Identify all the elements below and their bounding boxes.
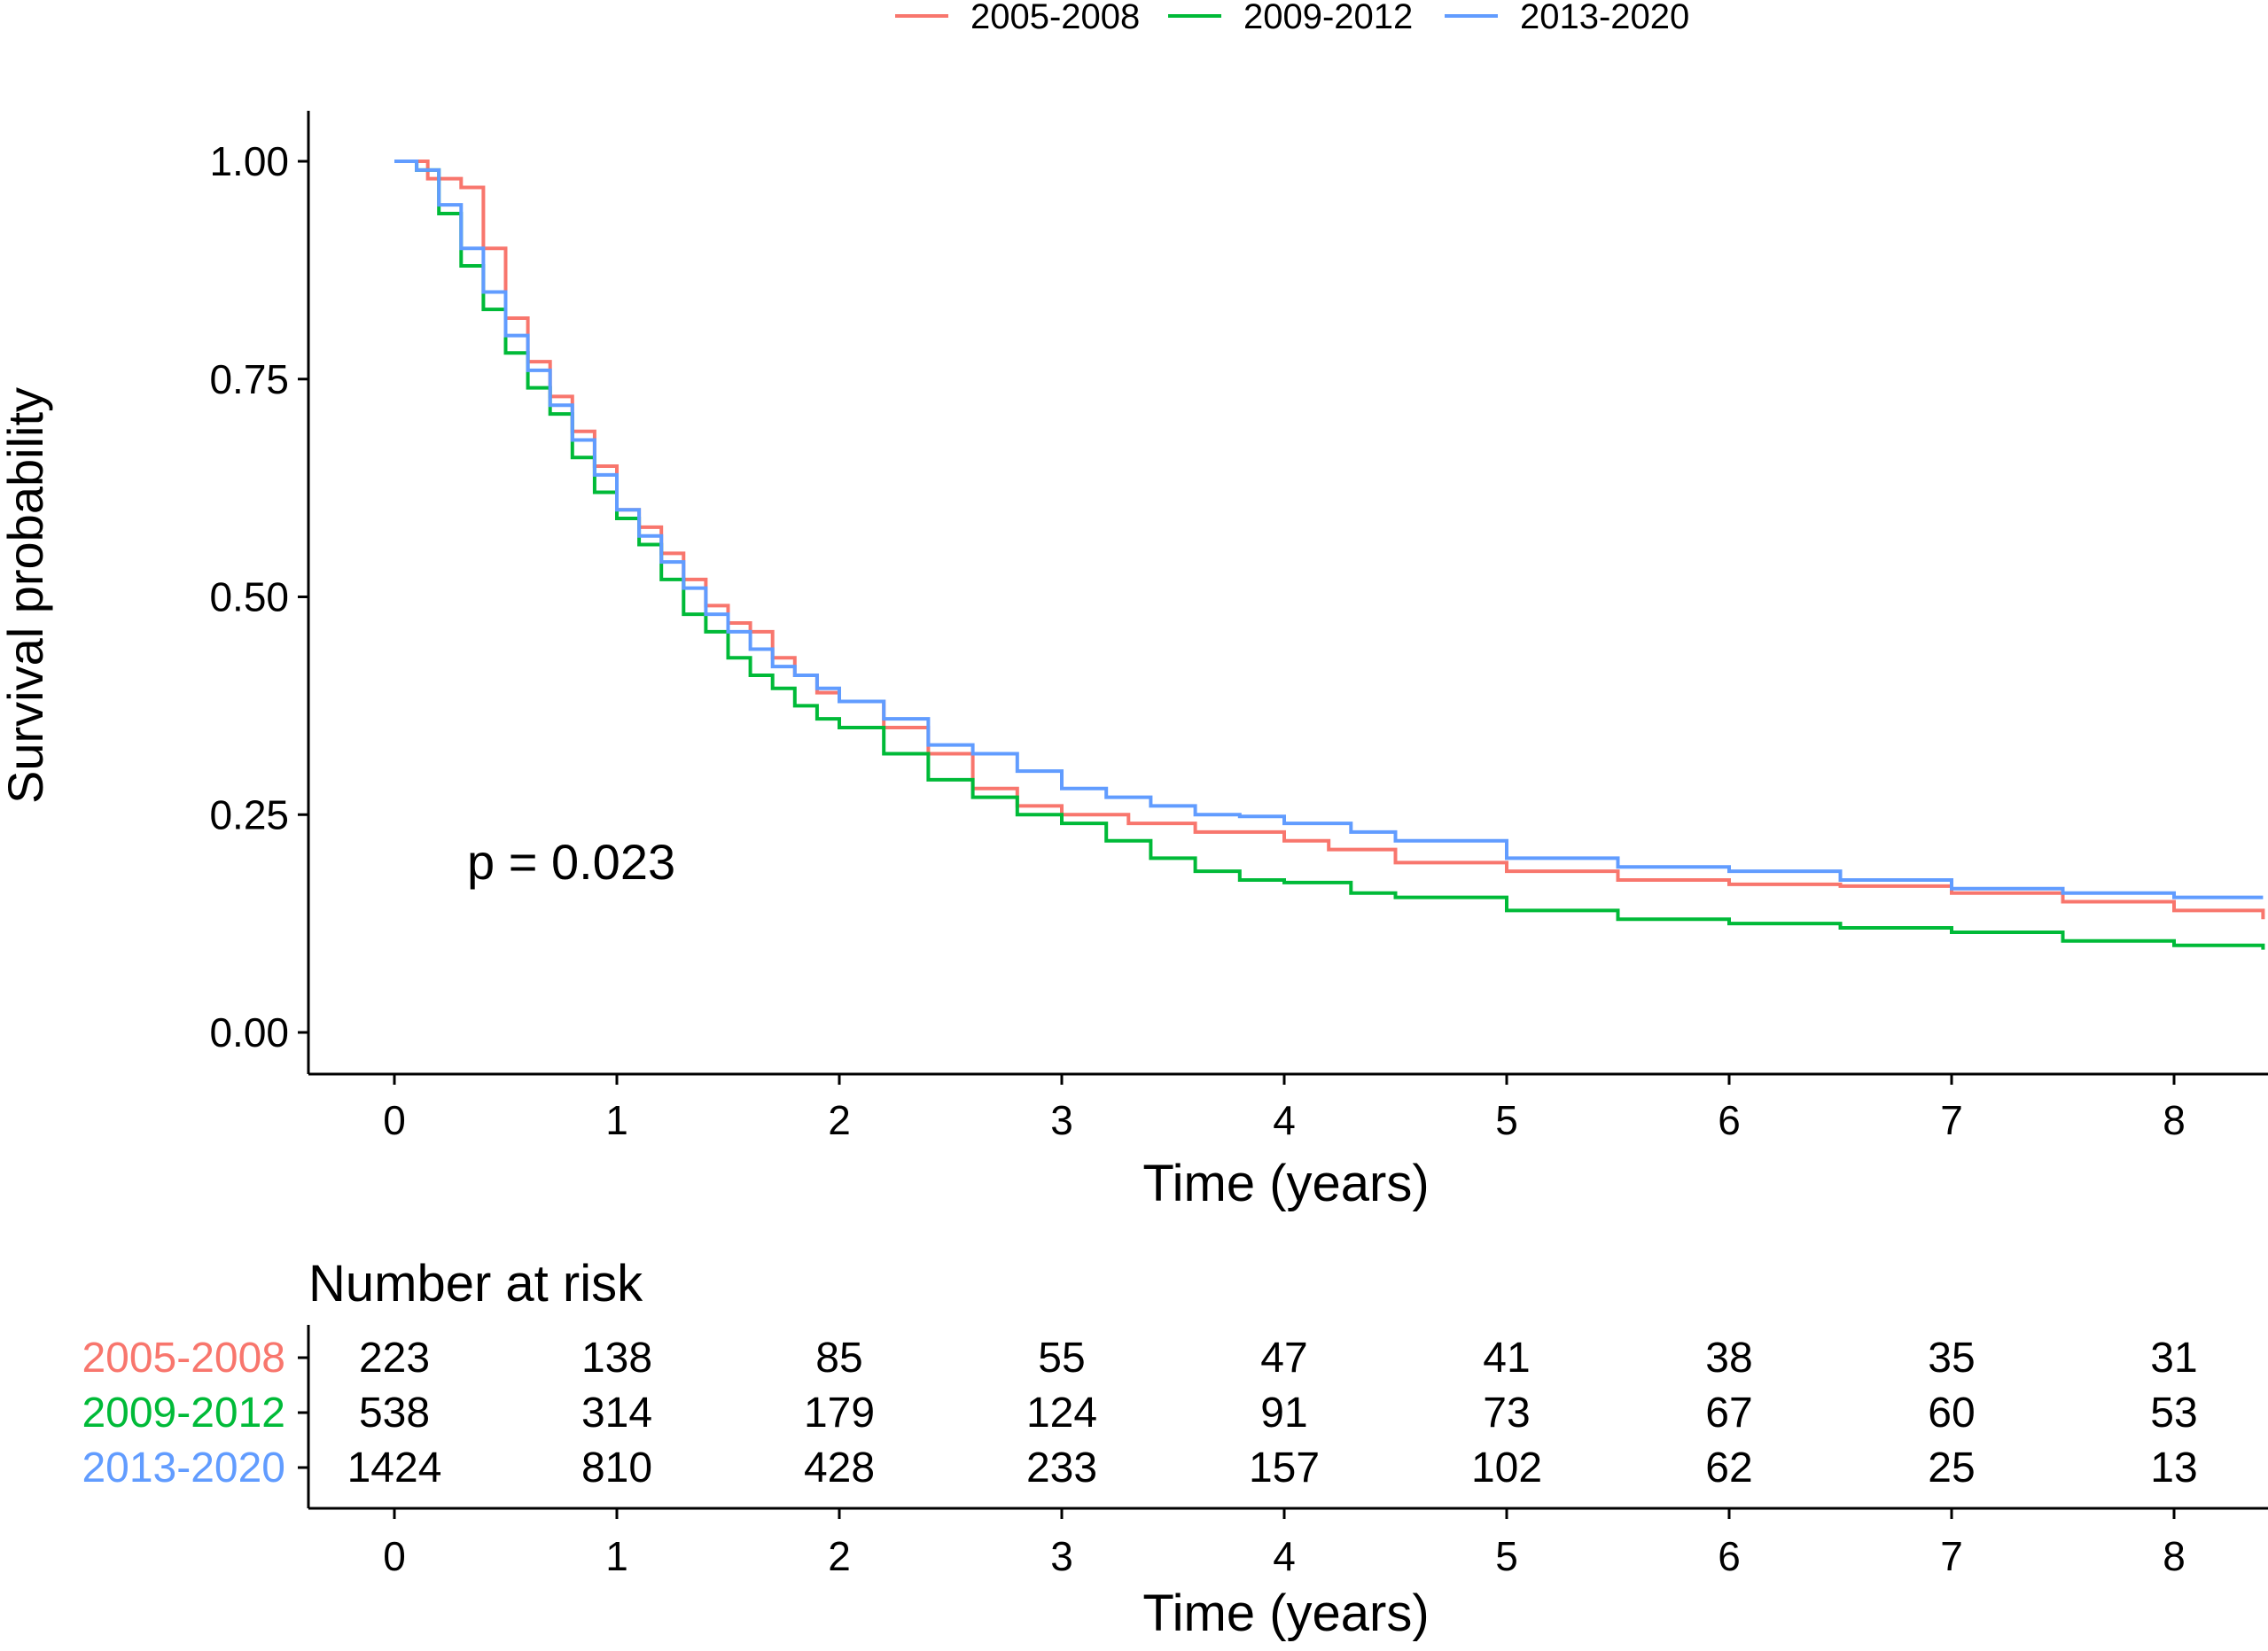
risk-cell: 157: [1249, 1445, 1320, 1491]
risk-cell: 102: [1471, 1445, 1542, 1491]
risk-x-tick-label: 1: [605, 1533, 628, 1579]
x-tick-label: 1: [605, 1097, 628, 1143]
risk-cell: 47: [1260, 1335, 1307, 1382]
risk-cell: 35: [1928, 1335, 1975, 1382]
risk-x-tick-label: 5: [1495, 1533, 1518, 1579]
survival-curve-2005-2008: [394, 160, 2265, 920]
survival-curve-2013-2020: [394, 160, 2264, 899]
risk-cell: 67: [1705, 1390, 1752, 1437]
risk-cell: 538: [359, 1390, 430, 1437]
risk-x-tick-label: 6: [1718, 1533, 1741, 1579]
legend-label: 2013-2020: [1520, 0, 1689, 36]
x-tick-label: 7: [1940, 1097, 1963, 1143]
risk-cell: 223: [359, 1335, 430, 1382]
risk-x-tick-label: 4: [1273, 1533, 1296, 1579]
risk-table-rows: 2005-2008 223 138 85 55 47 41 38 35 31 2009-2012 53…: [82, 1335, 2197, 1491]
risk-cell: 810: [581, 1445, 652, 1491]
legend-label: 2005-2008: [970, 0, 1140, 36]
x-axis-label: Time (years): [1142, 1155, 1429, 1212]
legend: 2005-2008 2009-2012 2013-2020: [895, 0, 1689, 36]
x-tick-label: 2: [828, 1097, 851, 1143]
x-tick-label: 8: [2163, 1097, 2186, 1143]
risk-cell: 41: [1483, 1335, 1530, 1382]
risk-cell: 13: [2150, 1445, 2197, 1491]
risk-cell: 38: [1705, 1335, 1752, 1382]
x-axis-ticks: 0 1 2 3 4 5 6 7 8: [383, 1074, 2186, 1143]
y-tick-label: 0.75: [209, 356, 289, 402]
y-axis-label: Survival probability: [0, 387, 53, 804]
risk-table-title: Number at risk: [308, 1255, 643, 1312]
y-tick-label: 1.00: [209, 138, 289, 184]
y-tick-label: 0.00: [209, 1009, 289, 1055]
risk-row-label: 2009-2012: [82, 1390, 285, 1437]
risk-cell: 25: [1928, 1445, 1975, 1491]
risk-cell: 124: [1026, 1390, 1097, 1437]
risk-x-tick-label: 0: [383, 1533, 406, 1579]
y-tick-label: 0.50: [209, 574, 289, 620]
risk-cell: 73: [1483, 1390, 1530, 1437]
survival-curves: [394, 160, 2265, 950]
risk-cell: 31: [2150, 1335, 2197, 1382]
y-axis-ticks: 0.00 0.25 0.50 0.75 1.00: [209, 138, 308, 1055]
risk-cell: 55: [1038, 1335, 1085, 1382]
x-tick-label: 5: [1495, 1097, 1518, 1143]
x-tick-label: 4: [1273, 1097, 1296, 1143]
risk-x-tick-label: 2: [828, 1533, 851, 1579]
risk-x-tick-label: 3: [1050, 1533, 1073, 1579]
risk-cell: 233: [1026, 1445, 1097, 1491]
x-tick-label: 6: [1718, 1097, 1741, 1143]
survival-plot: 0.00 0.25 0.50 0.75 1.00 0 1 2 3 4 5 6 7 8 Survival …: [0, 111, 2268, 1212]
risk-cell: 85: [815, 1335, 862, 1382]
risk-cell: 179: [804, 1390, 875, 1437]
p-value-annotation: p = 0.023: [467, 834, 675, 890]
risk-row-label: 2005-2008: [82, 1335, 285, 1382]
risk-cell: 62: [1705, 1445, 1752, 1491]
risk-x-tick-label: 8: [2163, 1533, 2186, 1579]
legend-label: 2009-2012: [1243, 0, 1413, 36]
risk-cell: 138: [581, 1335, 652, 1382]
risk-cell: 428: [804, 1445, 875, 1491]
risk-row-label: 2013-2020: [82, 1445, 285, 1491]
risk-table-x-ticks: 0 1 2 3 4 5 6 7 8: [383, 1508, 2186, 1579]
risk-table: Number at risk 2005-2008 223 138 85 55 47 41 38…: [82, 1255, 2268, 1642]
risk-x-tick-label: 7: [1940, 1533, 1963, 1579]
risk-table-x-axis-label: Time (years): [1142, 1585, 1429, 1642]
y-tick-label: 0.25: [209, 791, 289, 837]
risk-cell: 91: [1260, 1390, 1307, 1437]
x-tick-label: 3: [1050, 1097, 1073, 1143]
risk-cell: 1424: [347, 1445, 442, 1491]
risk-cell: 53: [2150, 1390, 2197, 1437]
risk-cell: 314: [581, 1390, 652, 1437]
x-tick-label: 0: [383, 1097, 406, 1143]
risk-cell: 60: [1928, 1390, 1975, 1437]
survival-curve-2009-2012: [394, 160, 2265, 950]
